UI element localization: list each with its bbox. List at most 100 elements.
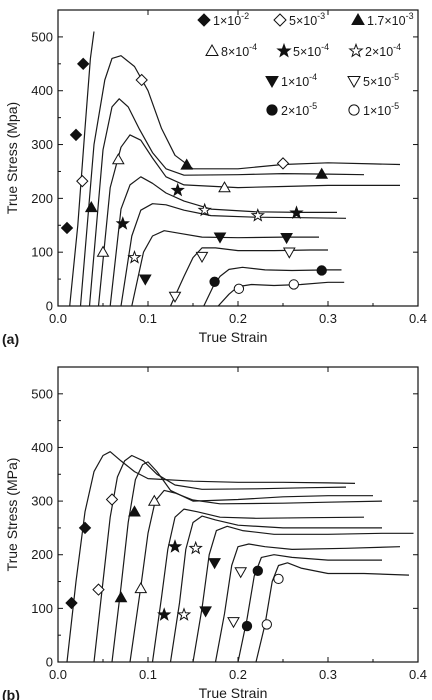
legend-label: 2×10-5 (281, 101, 317, 118)
triangle-down-filled-marker (199, 606, 212, 618)
circle-filled-marker (252, 565, 263, 576)
legend-label-base: 1.7×10 (367, 14, 406, 28)
y-axis-label: True Stress (Mpa) (4, 102, 20, 214)
x-tick-label: 0.1 (139, 311, 157, 326)
series-line-circle-filled (237, 554, 382, 662)
x-axis-label: True Strain (199, 329, 268, 345)
circle-open-marker (261, 619, 272, 630)
legend-item: 5×10-3 (273, 11, 325, 28)
star-filled-marker (276, 42, 292, 58)
diamond-open-marker (273, 13, 287, 27)
legend-item: 1.7×10-3 (351, 11, 414, 28)
series-group (65, 451, 414, 662)
legend-item: 2×10-4 (348, 42, 401, 59)
legend-label-base: 1×10 (363, 104, 391, 118)
diamond-filled-marker (65, 596, 78, 610)
circle-filled-marker (266, 104, 278, 116)
y-tick-label: 0 (46, 655, 53, 670)
legend-label: 5×10-4 (293, 42, 329, 59)
diamond-filled-marker (78, 521, 92, 535)
x-tick-label: 0.1 (139, 667, 157, 682)
diamond-filled-marker (60, 221, 74, 235)
series-line-triangle-down-filled (192, 525, 414, 662)
legend-label-exponent: -3 (406, 11, 414, 21)
legend-label: 1.7×10-3 (367, 11, 414, 28)
y-tick-label: 300 (31, 137, 53, 152)
legend-label: 5×10-3 (289, 11, 325, 28)
y-tick-label: 400 (31, 83, 53, 98)
legend-label-base: 2×10 (281, 104, 309, 118)
triangle-open-marker (96, 245, 110, 257)
legend-label-exponent: -4 (393, 42, 401, 52)
triangle-filled-marker (114, 591, 128, 603)
y-axis-label: True Stress (MPa) (4, 458, 20, 572)
x-axis-label: True Strain (199, 685, 268, 700)
legend-item: 5×10-5 (347, 72, 399, 89)
y-tick-label: 400 (31, 440, 53, 455)
series-line-triangle-down-open (214, 543, 401, 662)
legend-label-exponent: -3 (317, 11, 325, 21)
triangle-open-marker (205, 43, 219, 56)
circle-open-marker (348, 104, 360, 116)
triangle-down-open-marker (282, 247, 296, 259)
legend-item: 1×10-4 (265, 72, 317, 89)
chart-panel-b: 0.0 0.1 0.2 0.3 0.4 0 100 200 300 400 500 True Stra… (2, 366, 427, 700)
legend-label: 1×10-5 (363, 101, 399, 118)
diamond-open-marker (92, 583, 105, 596)
triangle-down-filled-marker (138, 274, 152, 286)
triangle-open-marker (218, 181, 231, 193)
legend-label-base: 5×10 (293, 45, 321, 59)
series-line-star-open (169, 515, 382, 662)
legend-label-base: 5×10 (289, 14, 317, 28)
legend-label-exponent: -5 (391, 101, 399, 111)
diamond-open-marker (276, 157, 290, 170)
panel-label: (a) (2, 331, 19, 347)
x-tick-label: 0.2 (229, 667, 247, 682)
circle-filled-marker (209, 276, 220, 287)
series-line-triangle-down-filled (131, 230, 319, 306)
star-open-marker (197, 202, 212, 217)
series-line-diamond-open (79, 55, 401, 306)
legend-label-exponent: -5 (391, 72, 399, 82)
diamond-filled-marker (69, 128, 83, 142)
triangle-open-marker (134, 582, 148, 594)
legend-label: 5×10-5 (363, 72, 399, 89)
star-open-marker (348, 42, 364, 58)
diamond-open-marker (76, 174, 89, 188)
triangle-down-open-marker (234, 567, 248, 579)
y-tick-label: 100 (31, 245, 53, 260)
triangle-down-open-marker (168, 291, 182, 303)
circle-open-marker (233, 283, 245, 294)
legend-item: 2×10-5 (266, 101, 317, 118)
triangle-filled-marker (180, 158, 194, 170)
x-tick-label: 0.0 (49, 311, 67, 326)
triangle-down-filled-marker (208, 558, 221, 570)
y-tick-label: 500 (31, 386, 53, 401)
star-filled-marker (157, 607, 172, 621)
triangle-down-filled-marker (213, 232, 227, 244)
star-filled-marker (170, 182, 185, 197)
series-line-diamond-filled (66, 451, 356, 662)
series-line-triangle-down-open (169, 247, 328, 306)
circle-open-marker (273, 573, 284, 585)
y-tick-label: 100 (31, 601, 53, 616)
series-line-star-open (120, 203, 347, 306)
panel-label: (b) (2, 687, 20, 700)
legend-item: 8×10-4 (205, 42, 257, 59)
diamond-open-marker (135, 73, 148, 87)
legend-label: 2×10-4 (365, 42, 401, 59)
diamond-filled-marker (197, 13, 211, 27)
y-tick-label: 200 (31, 191, 53, 206)
triangle-down-open-marker (195, 251, 209, 263)
legend-item: 1×10-5 (348, 101, 399, 118)
circle-open-marker (288, 279, 299, 290)
legend-label: 1×10-4 (281, 72, 317, 89)
series-line-triangle-open (129, 489, 383, 662)
legend-label: 8×10-4 (221, 42, 257, 59)
triangle-filled-marker (128, 505, 141, 517)
legend-label-exponent: -5 (309, 101, 317, 111)
chart-panel-a: 0.0 0.1 0.2 0.3 0.4 0 100 200 300 400 500 True Stra… (2, 9, 427, 347)
star-filled-marker (115, 216, 130, 230)
legend-label-base: 8×10 (221, 45, 249, 59)
series-group (60, 31, 401, 306)
